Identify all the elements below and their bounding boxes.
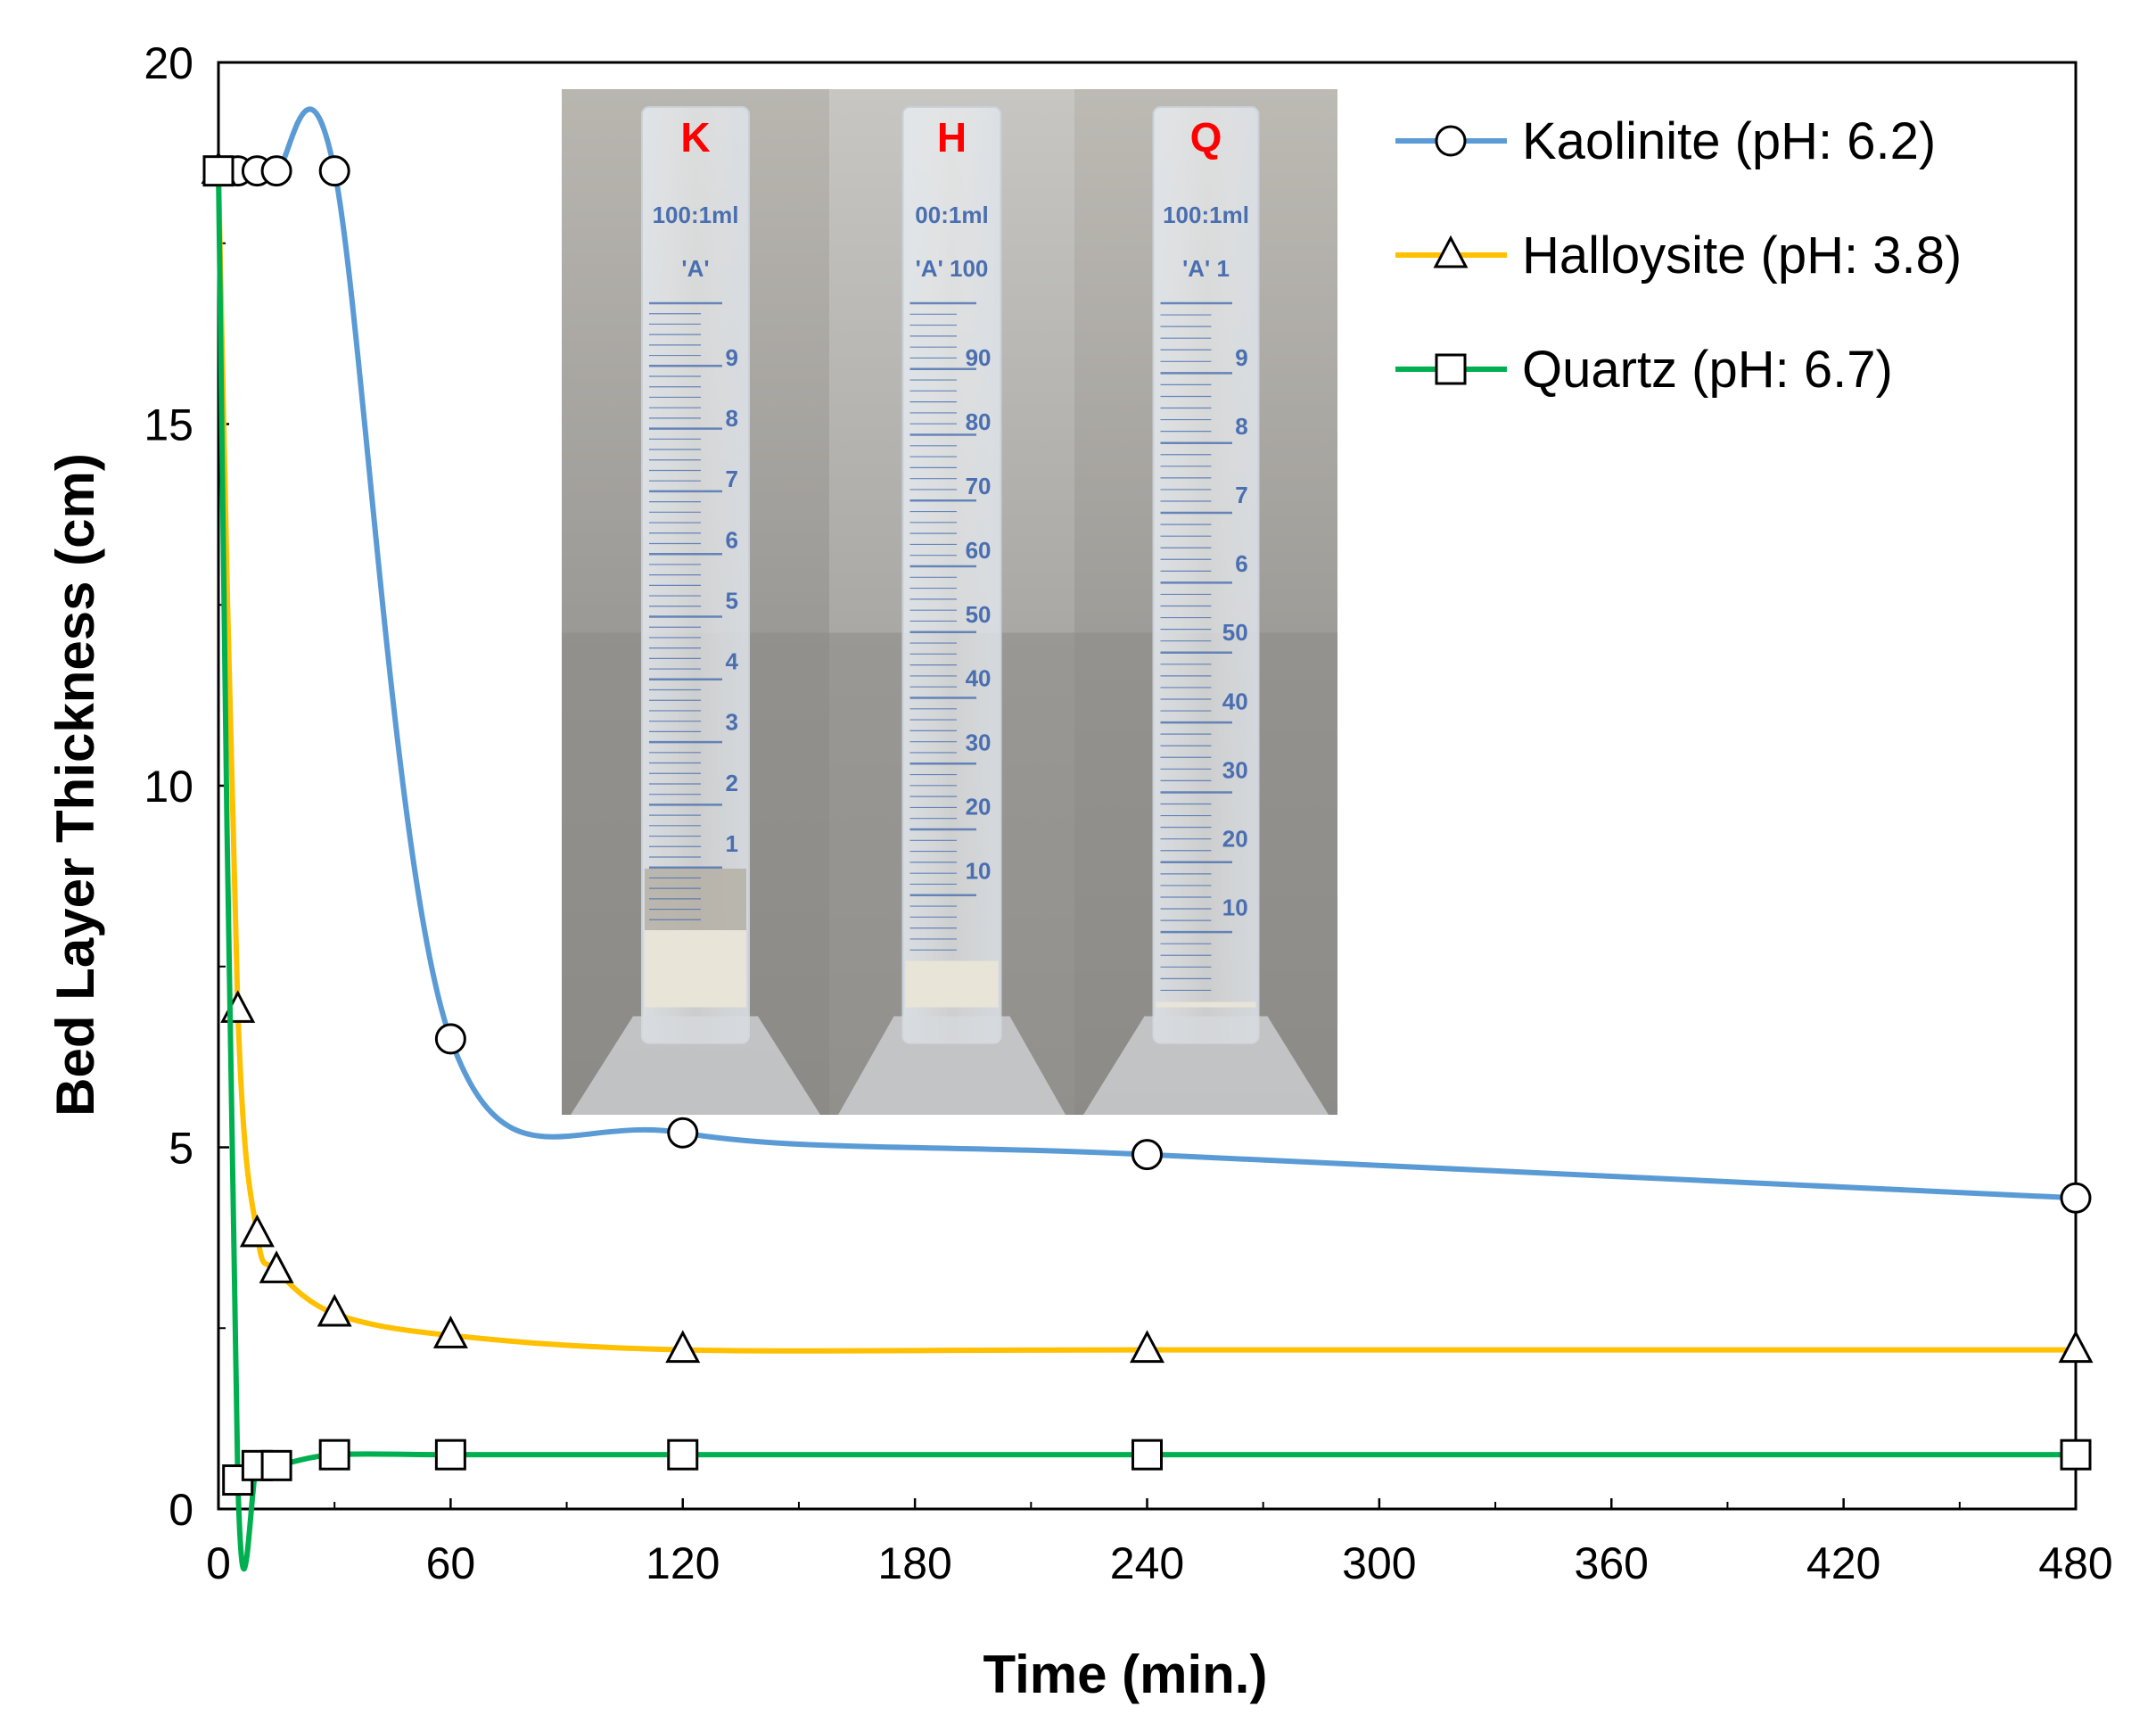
photo-panel-h: 90 80 70 60 50 40 30 20 10 00:1ml 'A' 100 H xyxy=(829,89,1074,1115)
legend-label: Quartz (pH: 6.7) xyxy=(1522,341,1893,399)
photo-panel-k: 9 8 7 6 5 4 3 2 1 100:1ml 'A' K xyxy=(562,89,829,1115)
data-point xyxy=(665,1330,701,1364)
cylinder-base xyxy=(1083,1016,1329,1115)
x-tick-label: 180 xyxy=(877,1538,951,1588)
x-tick-label: 300 xyxy=(1342,1538,1416,1588)
cylinder-capacity-text: 100:1ml xyxy=(653,202,739,228)
x-tick-label: 240 xyxy=(1110,1538,1184,1588)
legend-item: Kaolinite (pH: 6.2) xyxy=(1395,112,1936,170)
x-axis-title: Time (min.) xyxy=(983,1645,1268,1704)
graduation-number: 70 xyxy=(966,473,992,499)
sediment-layer xyxy=(1156,1002,1256,1008)
graduation-number: 5 xyxy=(726,587,738,614)
data-point xyxy=(1130,1330,1164,1364)
legend-label: Halloysite (pH: 3.8) xyxy=(1522,227,1962,284)
data-point xyxy=(260,1449,292,1481)
cylinder-class-text: 'A' 100 xyxy=(916,255,989,282)
data-point xyxy=(202,155,235,187)
graduation-number: 6 xyxy=(726,526,738,553)
legend-item: Quartz (pH: 6.7) xyxy=(1395,341,1893,399)
graduation-number: 40 xyxy=(966,665,992,692)
cylinder-class-text: 'A' 1 xyxy=(1182,255,1230,282)
y-tick-label: 5 xyxy=(169,1124,193,1174)
photo-panel-q: 9 8 7 6 50 40 30 20 10 100:1ml 'A' 1 Q xyxy=(1074,89,1337,1115)
legend-item: Halloysite (pH: 3.8) xyxy=(1395,227,1962,284)
data-point xyxy=(1131,1139,1163,1171)
data-point xyxy=(2060,1439,2092,1471)
data-point xyxy=(259,1250,294,1283)
graduation-number: 60 xyxy=(966,537,992,564)
graduation-number: 9 xyxy=(1235,344,1247,371)
graduation-number: 80 xyxy=(966,408,992,435)
legend-marker xyxy=(1435,125,1467,157)
legend: Kaolinite (pH: 6.2) Halloysite (pH: 3.8) Q… xyxy=(1395,112,1962,399)
x-axis-ticks: 0 60 120 180 240 300 360 420 480 xyxy=(206,1498,2113,1588)
graduation-number: 6 xyxy=(1235,550,1247,577)
y-tick-label: 15 xyxy=(144,400,193,450)
cylinder-class-text: 'A' xyxy=(681,255,709,282)
legend-marker xyxy=(1435,353,1467,385)
graduation-number: 10 xyxy=(1222,894,1248,920)
graduation-number: 10 xyxy=(966,858,992,885)
data-point xyxy=(667,1439,699,1471)
graduation-number: 20 xyxy=(966,794,992,820)
cylinder-base xyxy=(571,1016,820,1115)
data-point xyxy=(2058,1330,2094,1364)
graduation-number: 40 xyxy=(1222,688,1248,714)
x-tick-label: 60 xyxy=(426,1538,476,1588)
x-tick-label: 360 xyxy=(1575,1538,1649,1588)
photo-label-q: Q xyxy=(1190,114,1222,161)
graduation-number: 90 xyxy=(966,344,992,371)
cylinder-base xyxy=(838,1016,1066,1115)
graduation-number: 8 xyxy=(726,405,738,432)
legend-marker xyxy=(1433,235,1469,268)
graduation-number: 2 xyxy=(726,770,738,796)
data-point xyxy=(432,1315,468,1348)
data-point xyxy=(667,1117,699,1149)
graduation-number: 9 xyxy=(726,344,738,371)
y-tick-label: 10 xyxy=(144,762,193,812)
series-group xyxy=(201,106,2094,1572)
y-axis-ticks: 0 5 10 15 20 xyxy=(144,38,229,1535)
x-tick-label: 420 xyxy=(1806,1538,1880,1588)
data-point xyxy=(260,155,292,187)
cylinder-capacity-text: 00:1ml xyxy=(915,202,988,228)
graduation-number: 30 xyxy=(1222,756,1248,783)
graduated-cylinder xyxy=(901,106,1002,1044)
graduation-number: 50 xyxy=(966,601,992,628)
data-point xyxy=(434,1439,466,1471)
x-tick-label: 120 xyxy=(646,1538,720,1588)
photo-label-h: H xyxy=(937,114,967,161)
graduation-number: 4 xyxy=(726,648,739,675)
y-axis-title: Bed Layer Thickness (cm) xyxy=(45,453,105,1117)
data-point xyxy=(318,1439,350,1471)
data-point xyxy=(1131,1439,1163,1471)
data-point xyxy=(434,1023,466,1055)
y-tick-label: 0 xyxy=(169,1485,193,1535)
series-line xyxy=(216,170,2076,1354)
x-tick-label: 0 xyxy=(206,1538,231,1588)
sediment-layer xyxy=(905,960,999,1008)
graduation-number: 7 xyxy=(726,466,738,492)
x-tick-label: 480 xyxy=(2038,1538,2112,1588)
data-point xyxy=(2060,1182,2092,1214)
graduation-number: 8 xyxy=(1235,413,1247,440)
data-point xyxy=(318,155,350,187)
data-point xyxy=(317,1293,352,1327)
graduation-number: 20 xyxy=(1222,825,1248,852)
data-point xyxy=(239,1214,275,1248)
y-tick-label: 20 xyxy=(144,38,193,88)
graduation-number: 1 xyxy=(726,830,738,857)
graduation-number: 3 xyxy=(726,709,738,736)
inset-photo: 9 8 7 6 5 4 3 2 1 100:1ml 'A' K 90 80 70 60 50 40 30 20 10 00… xyxy=(562,89,1337,1115)
legend-label: Kaolinite (pH: 6.2) xyxy=(1522,112,1936,170)
series-square xyxy=(202,155,2092,1572)
photo-label-k: K xyxy=(680,114,710,161)
cylinder-capacity-text: 100:1ml xyxy=(1163,202,1249,228)
graduation-number: 50 xyxy=(1222,619,1248,646)
graduation-number: 30 xyxy=(966,730,992,756)
sediment-layer xyxy=(645,930,746,1008)
graduation-number: 7 xyxy=(1235,482,1247,508)
